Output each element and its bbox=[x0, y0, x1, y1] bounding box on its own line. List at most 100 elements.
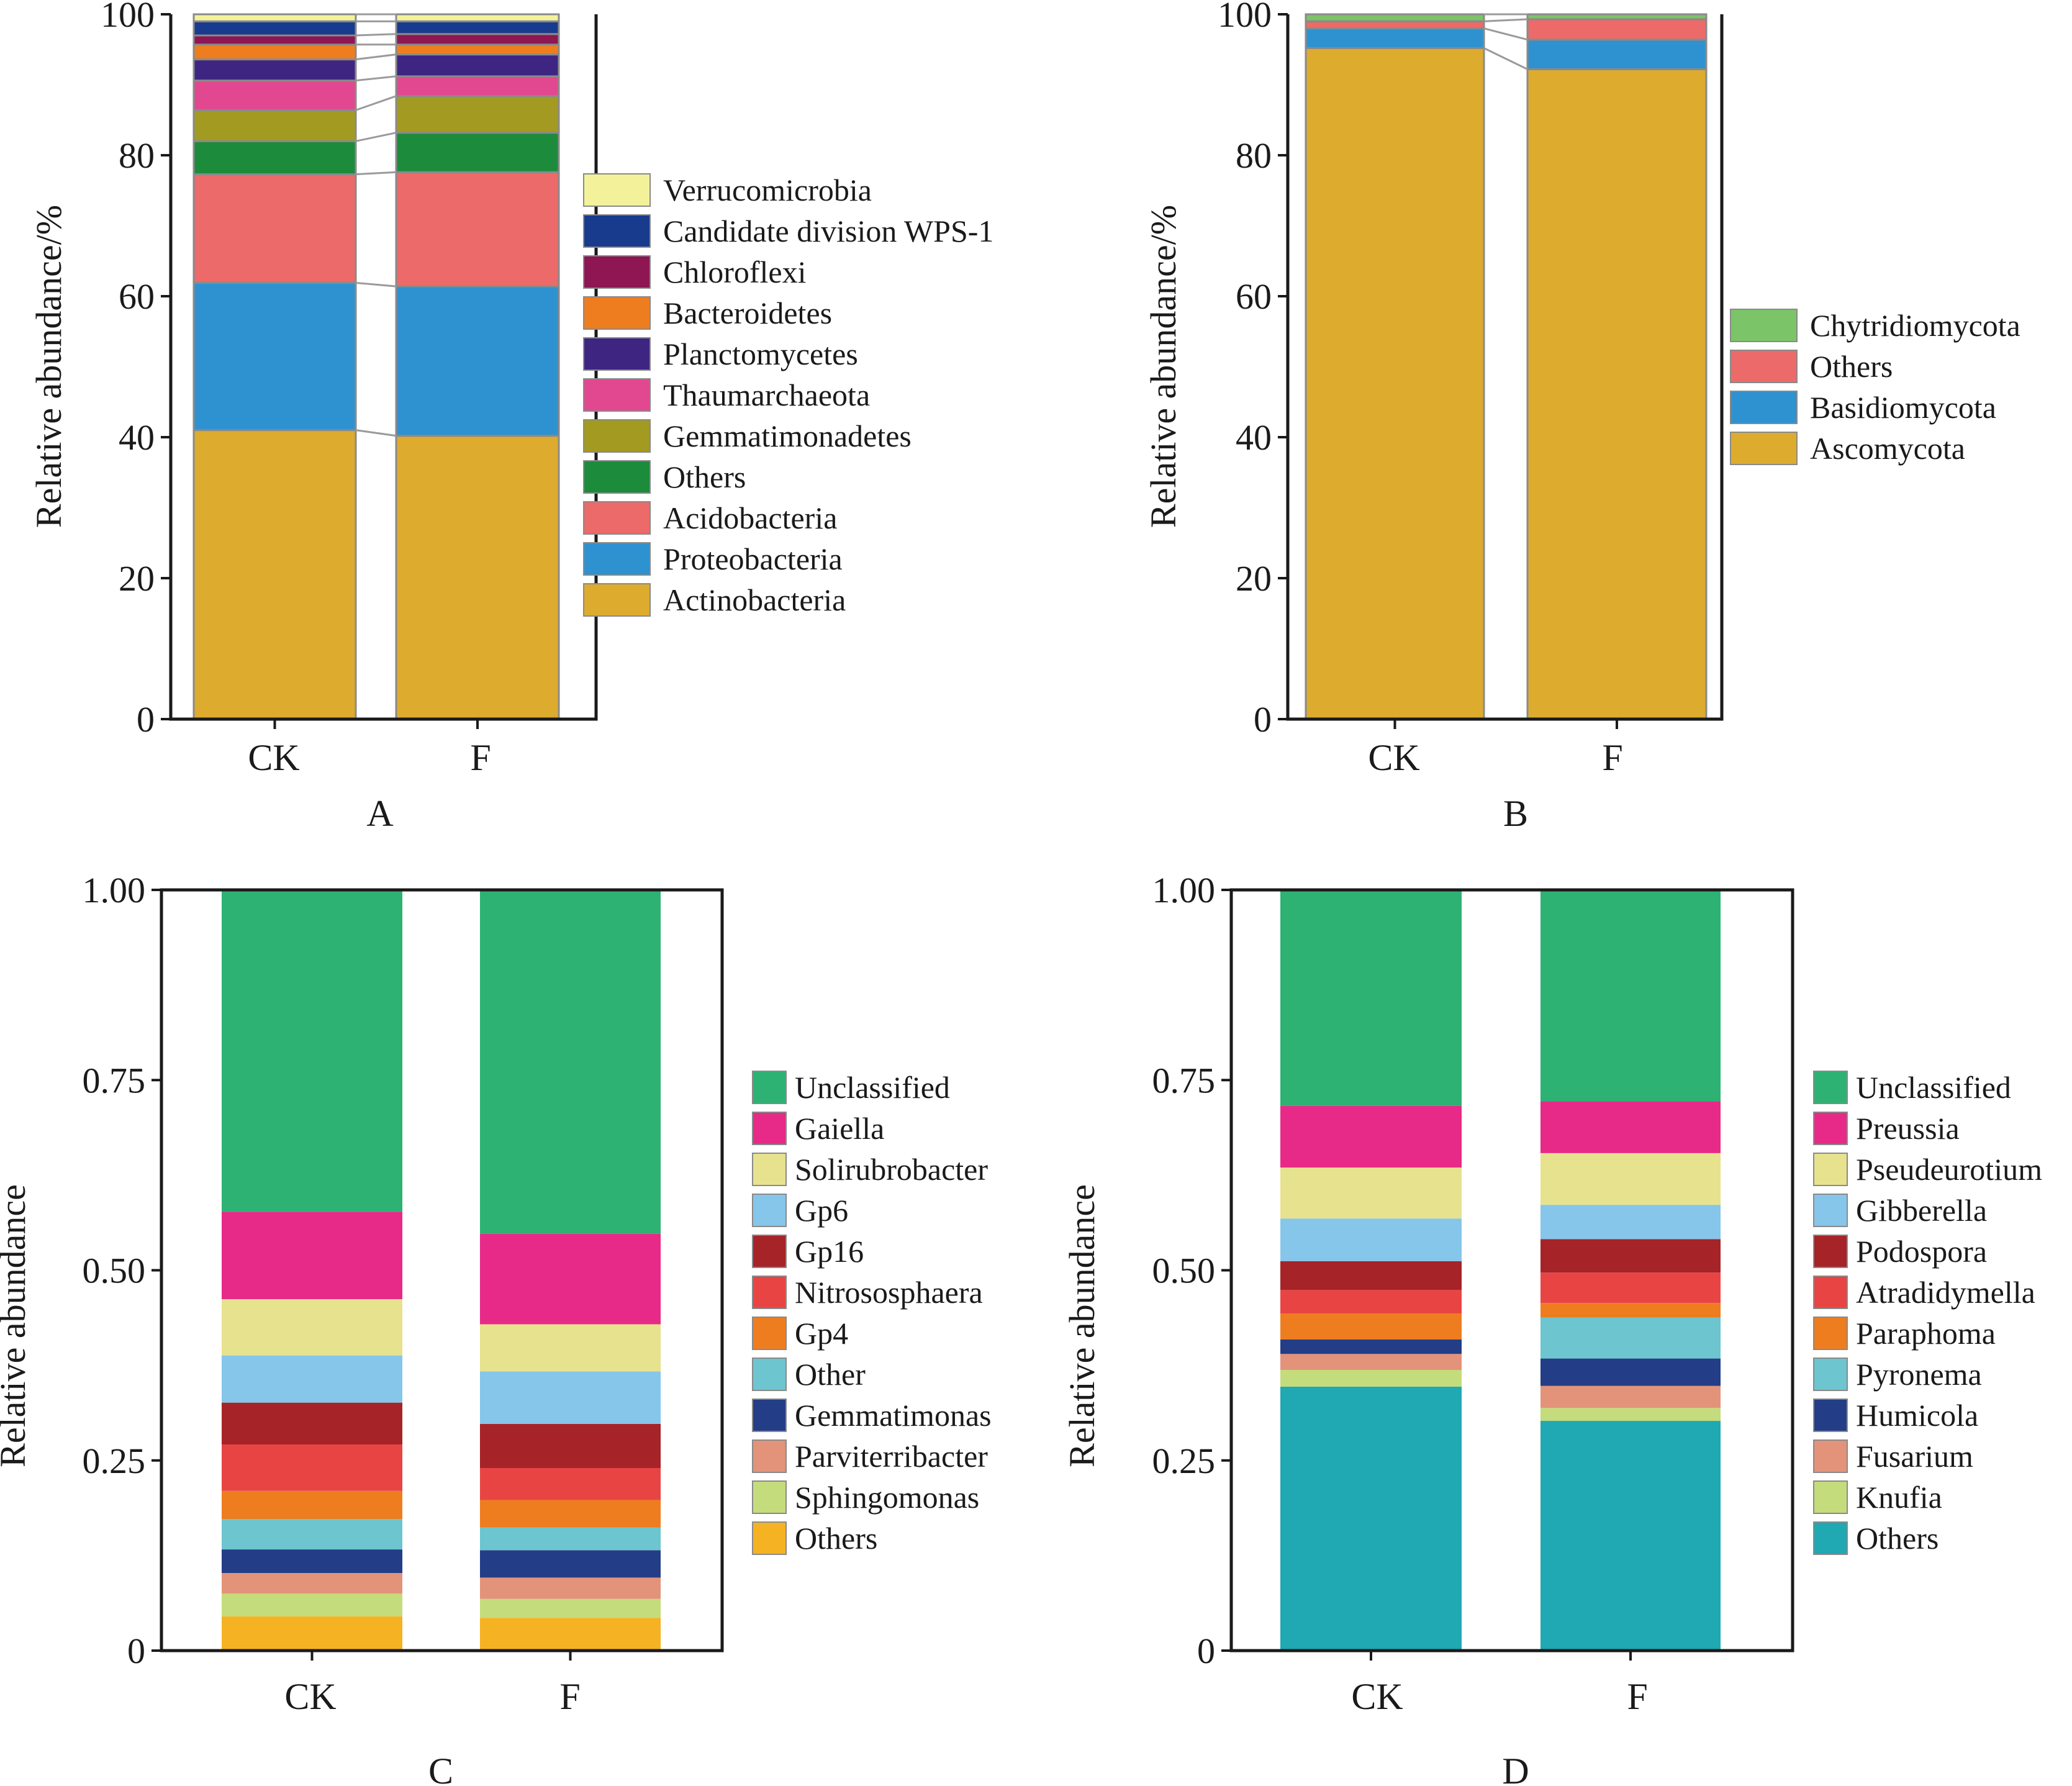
bar-segment-ck-other bbox=[222, 1519, 402, 1550]
legend-swatch bbox=[1813, 1276, 1848, 1309]
bar-segment-f-pseudeurotium bbox=[1540, 1153, 1721, 1205]
bar-segment-f-verrucomicrobia bbox=[395, 13, 560, 22]
panel-d-panel-label: D bbox=[1502, 1751, 1529, 1786]
connector-line bbox=[355, 75, 397, 82]
bar-segment-ck-actinobacteria bbox=[192, 429, 357, 720]
legend-label: Ascomycota bbox=[1810, 431, 1965, 466]
legend-swatch bbox=[752, 1398, 787, 1432]
panel-b-category-f: F bbox=[1602, 737, 1622, 778]
bar-segment-f-unclassified bbox=[480, 890, 661, 1234]
legend-swatch bbox=[1730, 309, 1798, 342]
legend-label: Gp4 bbox=[795, 1316, 848, 1351]
legend-swatch bbox=[1813, 1358, 1848, 1391]
bar-segment-f-acidobacteria bbox=[395, 171, 560, 288]
legend-label: Others bbox=[663, 460, 746, 494]
panel-a-plot: 0 20 40 60 80 100 bbox=[101, 0, 598, 740]
legend-swatch bbox=[1730, 432, 1798, 465]
legend-swatch bbox=[1730, 350, 1798, 383]
connector-line bbox=[355, 429, 397, 437]
panel-b-ylabel: Relative abundance/% bbox=[1143, 205, 1183, 528]
bar-segment-ck-gaiella bbox=[222, 1212, 402, 1300]
legend-label: Bacteroidetes bbox=[663, 296, 832, 330]
y-tick-label: 20 bbox=[119, 558, 155, 599]
panel-d-category-ck: CK bbox=[1351, 1676, 1403, 1717]
legend-swatch bbox=[752, 1358, 787, 1391]
bar-segment-f-humicola bbox=[1540, 1358, 1721, 1386]
legend-swatch bbox=[583, 583, 651, 617]
panel-d-plot: 0 0.25 0.50 0.75 1.00 bbox=[1152, 870, 1794, 1671]
legend-label: Others bbox=[795, 1521, 877, 1556]
legend-swatch bbox=[1813, 1521, 1848, 1555]
y-tick-label: 1.00 bbox=[1152, 870, 1216, 910]
legend-swatch bbox=[752, 1071, 787, 1104]
legend-swatch bbox=[583, 460, 651, 494]
panel-c-category-ck: CK bbox=[284, 1676, 336, 1717]
panel-c: Relative abundance 00.250.500.751.00 CK … bbox=[0, 870, 992, 1786]
panel-b-panel-label: B bbox=[1503, 793, 1528, 834]
bar-segment-f-gp4 bbox=[480, 1500, 661, 1528]
axes-frame bbox=[1286, 14, 1724, 721]
legend-label: Knufia bbox=[1856, 1480, 1942, 1515]
legend-swatch bbox=[583, 296, 651, 330]
legend-swatch bbox=[1813, 1235, 1848, 1268]
bar-segment-ck-preussia bbox=[1280, 1105, 1462, 1168]
bar-segment-f-sphingomonas bbox=[480, 1598, 661, 1618]
bar-segment-ck-paraphoma bbox=[1280, 1313, 1462, 1340]
bar-segment-ck-thaumarchaeota bbox=[192, 79, 357, 111]
legend-swatch bbox=[752, 1480, 787, 1514]
legend-label: Actinobacteria bbox=[663, 582, 846, 617]
bar-segment-ck-gp4 bbox=[222, 1490, 402, 1520]
y-tick-label: 1.00 bbox=[83, 870, 146, 910]
legend-swatch bbox=[752, 1317, 787, 1350]
panel-a-legend: Verrucomicrobia Candidate division WPS-1 C… bbox=[583, 173, 993, 617]
bar-segment-f-planctomycetes bbox=[395, 53, 560, 78]
y-tick-label: 0.75 bbox=[1152, 1060, 1216, 1100]
legend-label: Sphingomonas bbox=[795, 1480, 979, 1515]
connector-line bbox=[355, 281, 397, 288]
panel-b-category-ck: CK bbox=[1368, 737, 1419, 778]
bar-segment-f-other bbox=[480, 1527, 661, 1551]
y-tick-label: 0.50 bbox=[83, 1251, 146, 1291]
bar-segment-f-parviterribacter bbox=[480, 1577, 661, 1599]
legend-label: Candidate division WPS-1 bbox=[663, 214, 993, 248]
bar-segment-ck-gemmatimonas bbox=[222, 1549, 402, 1574]
bar-segment-f-proteobacteria bbox=[395, 285, 560, 437]
legend-swatch bbox=[752, 1235, 787, 1268]
y-tick-label: 0 bbox=[137, 699, 155, 740]
panel-c-panel-label: C bbox=[428, 1751, 453, 1786]
connector-line bbox=[1483, 18, 1528, 22]
bar-segment-f-others bbox=[1540, 1421, 1721, 1651]
legend-label: Gaiella bbox=[795, 1111, 884, 1146]
bar-segment-ck-fusarium bbox=[1280, 1354, 1462, 1370]
bar-segment-f-atradidymella bbox=[1540, 1272, 1721, 1303]
legend-label: Paraphoma bbox=[1856, 1316, 1996, 1351]
bar-segment-f-ascomycota bbox=[1526, 68, 1708, 720]
bar-segment-ck-humicola bbox=[1280, 1339, 1462, 1354]
panel-c-plot: 0 0.25 0.50 0.75 1.00 bbox=[83, 870, 724, 1671]
legend-label: Gp6 bbox=[795, 1193, 848, 1228]
connector-line bbox=[1483, 27, 1528, 41]
legend-swatch bbox=[583, 173, 651, 207]
panel-d-legend: Unclassified Preussia Pseudeurotium Gibbere… bbox=[1813, 1070, 2042, 1556]
y-tick-label: 0.25 bbox=[1152, 1441, 1216, 1481]
legend-swatch bbox=[1813, 1153, 1848, 1186]
legend-label: Unclassified bbox=[1856, 1070, 2011, 1105]
bar-segment-f-unclassified bbox=[1540, 890, 1721, 1102]
panel-c-legend: Unclassified Gaiella Solirubrobacter Gp6 Gp1… bbox=[752, 1070, 992, 1556]
bar-segment-ck-planctomycetes bbox=[192, 58, 357, 82]
legend-swatch bbox=[752, 1521, 787, 1555]
legend-swatch bbox=[1813, 1439, 1848, 1473]
bar-segment-ck-basidiomycota bbox=[1305, 27, 1485, 49]
bar-segment-ck-sphingomonas bbox=[222, 1593, 402, 1616]
legend-label: Others bbox=[1856, 1521, 1939, 1556]
bar-segment-ck-parviterribacter bbox=[222, 1573, 402, 1594]
legend-label: Thaumarchaeota bbox=[663, 378, 870, 412]
legend-label: Parviterribacter bbox=[795, 1439, 988, 1474]
bar-segment-ck-proteobacteria bbox=[192, 281, 357, 432]
legend-swatch bbox=[583, 337, 651, 371]
legend-label: Gemmatimonadetes bbox=[663, 419, 912, 453]
y-tick-label: 0.50 bbox=[1152, 1251, 1216, 1291]
legend-swatch bbox=[1813, 1112, 1848, 1145]
legend-label: Planctomycetes bbox=[663, 337, 858, 371]
bar-segment-ck-pseudeurotium bbox=[1280, 1167, 1462, 1219]
